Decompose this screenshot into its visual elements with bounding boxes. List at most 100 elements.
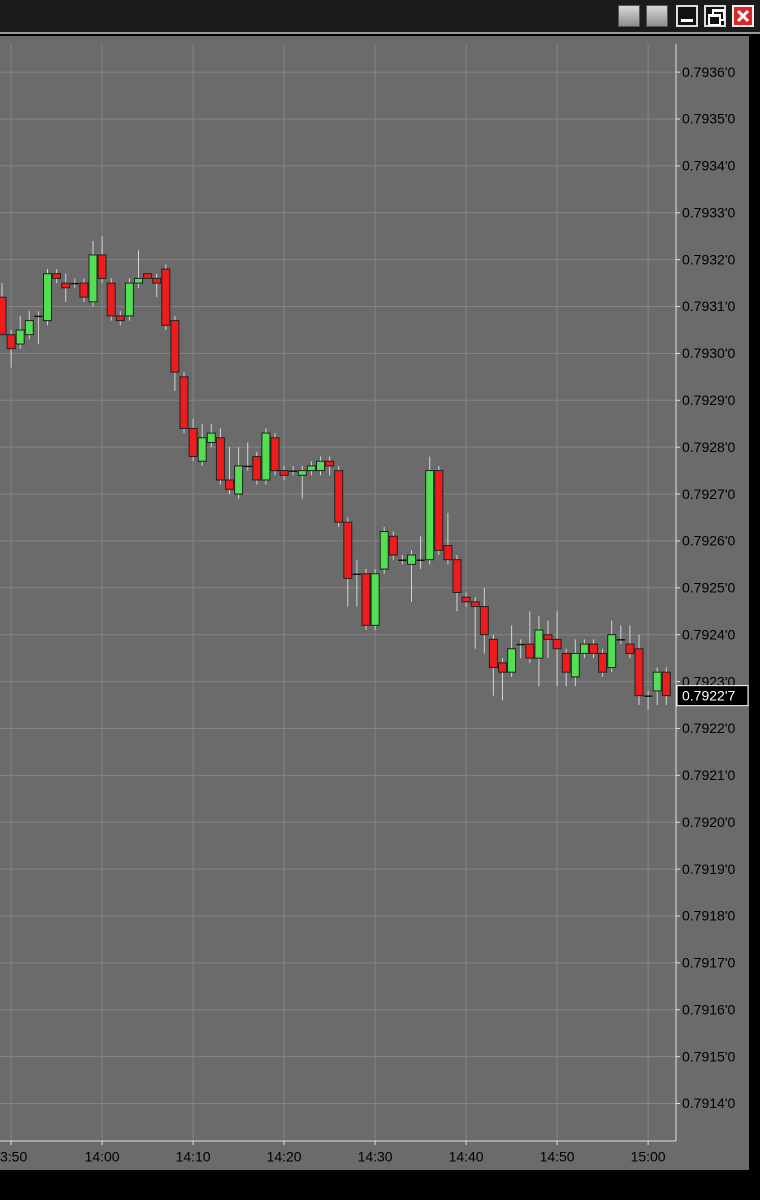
last-price-label: 0.7922'7 <box>682 687 735 703</box>
candle-body <box>361 573 371 626</box>
candle-body <box>461 596 471 603</box>
y-tick-label: 0.7930'0 <box>682 345 735 361</box>
candle-body <box>261 432 271 481</box>
candle-body <box>34 315 43 318</box>
candle-body <box>6 334 16 350</box>
window-button[interactable] <box>618 5 640 27</box>
candle-body <box>452 559 462 594</box>
candle-body <box>143 273 153 279</box>
candle-body <box>306 465 316 472</box>
y-tick-label: 0.7916'0 <box>682 1001 735 1017</box>
candle-body <box>561 652 571 673</box>
candle-body <box>97 254 107 279</box>
y-tick-label: 0.7915'0 <box>682 1048 735 1064</box>
minimize-button[interactable] <box>676 5 698 27</box>
y-tick-label: 0.7927'0 <box>682 486 735 502</box>
close-icon <box>736 9 750 23</box>
candle-body <box>161 268 171 326</box>
y-tick-label: 0.7921'0 <box>682 767 735 783</box>
candle-body <box>488 638 498 669</box>
close-button[interactable] <box>732 5 754 27</box>
candle-body <box>61 282 71 289</box>
candle-body <box>398 559 407 561</box>
y-tick-label: 0.7917'0 <box>682 955 735 971</box>
candle-body <box>479 606 489 636</box>
candle-body <box>270 437 280 472</box>
candle-body <box>516 643 525 646</box>
candle-body <box>225 479 234 490</box>
candle-body <box>425 470 435 561</box>
candle-body <box>616 639 626 641</box>
candle-body <box>234 465 244 495</box>
last-price-box <box>676 685 749 707</box>
restore-button[interactable] <box>704 5 726 27</box>
x-tick-label: 14:50 <box>540 1149 575 1165</box>
candle-body <box>252 456 262 481</box>
y-tick-label: 0.7920'0 <box>682 814 735 830</box>
y-tick-label: 0.7918'0 <box>682 908 735 924</box>
candle-body <box>388 535 398 556</box>
candle-body <box>215 437 225 481</box>
candle-body <box>661 671 671 697</box>
x-tick-label: 3:50 <box>0 1149 27 1165</box>
candle-body <box>316 460 325 472</box>
candle-body <box>288 470 298 472</box>
y-tick-label: 0.7931'0 <box>682 298 735 314</box>
y-tick-label: 0.7934'0 <box>682 158 735 174</box>
window-button[interactable] <box>646 5 668 27</box>
candle-body <box>152 277 162 284</box>
candle-body <box>243 465 252 468</box>
candle-body <box>598 652 608 673</box>
candle-body <box>279 470 289 476</box>
candle-body <box>498 662 507 673</box>
candle-body <box>88 254 98 303</box>
candle-body <box>352 573 362 575</box>
candle-body <box>652 671 662 692</box>
candle-body <box>434 470 444 551</box>
candle-body <box>570 652 580 678</box>
candle-body <box>443 545 453 561</box>
candle-body <box>625 643 635 654</box>
y-tick-label: 0.7935'0 <box>682 111 735 127</box>
candle-body <box>325 460 335 467</box>
y-tick-label: 0.7932'0 <box>682 251 735 267</box>
candle-body <box>334 470 344 523</box>
y-tick-label: 0.7929'0 <box>682 392 735 408</box>
candle-body <box>115 315 125 322</box>
x-tick-label: 15:00 <box>631 1149 666 1165</box>
title-bar <box>0 0 760 34</box>
candle-body <box>607 634 617 669</box>
candle-body <box>370 573 380 626</box>
x-tick-label: 14:20 <box>267 1149 302 1165</box>
y-tick-label: 0.7922'0 <box>682 720 735 736</box>
candle-body <box>525 643 535 659</box>
candle-body <box>297 470 307 476</box>
candle-body <box>188 427 198 458</box>
candle-body <box>534 629 544 659</box>
candle-body <box>552 638 562 650</box>
candle-body <box>470 601 480 608</box>
candle-body <box>0 296 7 336</box>
x-tick-label: 14:30 <box>358 1149 393 1165</box>
candle-body <box>407 554 416 565</box>
candle-body <box>643 695 653 697</box>
candle-body <box>79 282 89 298</box>
candle-body <box>543 634 553 640</box>
y-tick-label: 0.7919'0 <box>682 861 735 877</box>
candle-body <box>589 643 598 654</box>
y-tick-label: 0.7926'0 <box>682 533 735 549</box>
candle-body <box>52 273 62 279</box>
candle-body <box>197 437 207 462</box>
candle-body <box>206 432 216 443</box>
candle-body <box>343 521 353 579</box>
candle-body <box>134 277 143 284</box>
candle-body <box>70 282 80 285</box>
y-tick-label: 0.7924'0 <box>682 626 735 642</box>
y-tick-label: 0.7925'0 <box>682 580 735 596</box>
candle-body <box>124 282 134 317</box>
candle-body <box>634 648 644 697</box>
candle-body <box>179 376 189 429</box>
y-tick-label: 0.7928'0 <box>682 439 735 455</box>
candle-body <box>24 320 34 336</box>
